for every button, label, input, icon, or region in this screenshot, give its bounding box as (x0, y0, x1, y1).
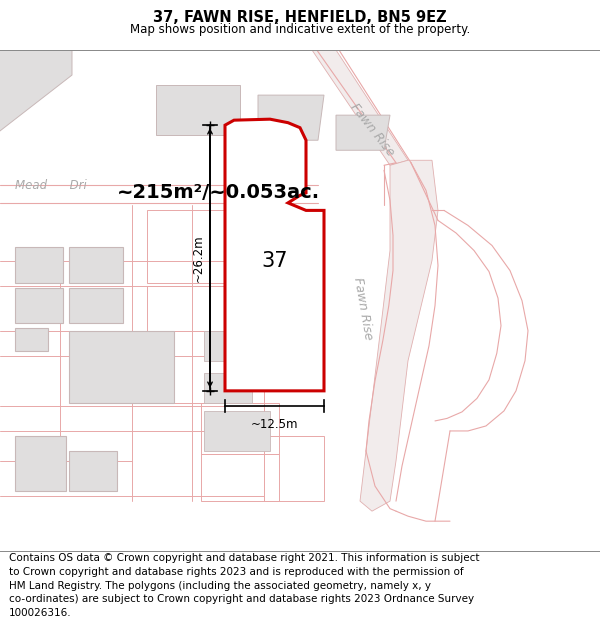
Bar (15, 247, 63, 283)
Bar (69, 451, 117, 491)
Bar (204, 411, 270, 451)
Text: 37: 37 (262, 251, 288, 271)
Bar (69, 247, 123, 283)
Text: Map shows position and indicative extent of the property.: Map shows position and indicative extent… (130, 23, 470, 36)
Polygon shape (156, 85, 240, 135)
Text: Contains OS data © Crown copyright and database right 2021. This information is : Contains OS data © Crown copyright and d… (9, 554, 479, 618)
Text: ~12.5m: ~12.5m (251, 418, 298, 431)
Polygon shape (360, 160, 438, 511)
Text: 37, FAWN RISE, HENFIELD, BN5 9EZ: 37, FAWN RISE, HENFIELD, BN5 9EZ (153, 10, 447, 25)
Text: ~215m²/~0.053ac.: ~215m²/~0.053ac. (117, 183, 320, 203)
Text: Mead      Dri: Mead Dri (15, 179, 87, 192)
Bar (15, 328, 48, 351)
Bar (204, 373, 252, 403)
Polygon shape (336, 115, 390, 150)
Bar (69, 288, 123, 323)
Bar (15, 288, 63, 323)
Text: ~26.2m: ~26.2m (192, 234, 205, 282)
Bar (273, 223, 312, 253)
Polygon shape (225, 119, 324, 391)
Bar (69, 331, 174, 403)
Polygon shape (312, 50, 408, 165)
Polygon shape (258, 95, 324, 140)
Bar (204, 331, 252, 361)
Bar (15, 436, 66, 491)
Text: Fawn Rise: Fawn Rise (347, 101, 397, 159)
Polygon shape (0, 50, 72, 140)
Text: Fawn Rise: Fawn Rise (351, 276, 375, 341)
